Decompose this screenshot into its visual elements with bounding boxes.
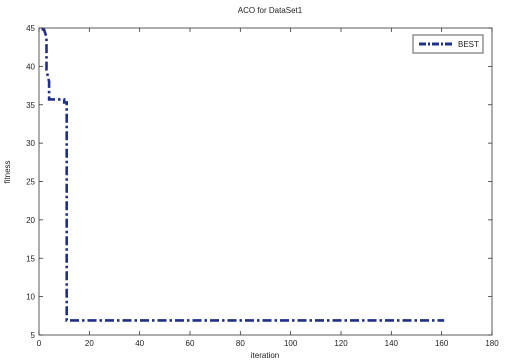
y-tick-label: 5 bbox=[31, 331, 36, 340]
y-tick-label: 10 bbox=[26, 293, 35, 302]
legend-label-best: BEST bbox=[458, 40, 479, 49]
x-tick-label: 140 bbox=[385, 339, 399, 348]
x-tick-label: 0 bbox=[37, 339, 42, 348]
x-axis: 0 20 40 60 80 100 120 140 160 180 bbox=[37, 28, 499, 348]
y-axis: 5 10 15 20 25 30 35 40 45 bbox=[26, 24, 492, 340]
series-line-best bbox=[41, 28, 445, 322]
y-tick-label: 25 bbox=[26, 178, 35, 187]
x-tick-label: 100 bbox=[284, 339, 298, 348]
series-group bbox=[41, 28, 445, 322]
y-tick-label: 15 bbox=[26, 254, 35, 263]
y-tick-label: 35 bbox=[26, 101, 35, 110]
chart-title: ACO for DataSet1 bbox=[238, 6, 303, 15]
y-tick-label: 40 bbox=[26, 62, 35, 71]
y-axis-label: fitness bbox=[3, 160, 12, 183]
x-tick-label: 180 bbox=[485, 339, 499, 348]
x-tick-label: 20 bbox=[85, 339, 94, 348]
legend: BEST bbox=[412, 34, 484, 54]
y-tick-label: 45 bbox=[26, 24, 35, 33]
x-axis-label: iteration bbox=[251, 351, 279, 360]
plot-frame bbox=[38, 27, 493, 336]
x-tick-label: 120 bbox=[334, 339, 348, 348]
x-tick-label: 40 bbox=[135, 339, 144, 348]
y-tick-label: 30 bbox=[26, 139, 35, 148]
plot-area bbox=[38, 27, 493, 336]
x-tick-label: 160 bbox=[435, 339, 449, 348]
x-tick-label: 60 bbox=[186, 339, 195, 348]
x-tick-label: 80 bbox=[236, 339, 245, 348]
y-tick-label: 20 bbox=[26, 216, 35, 225]
